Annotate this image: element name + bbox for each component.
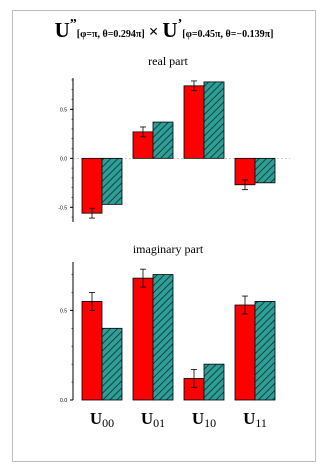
real-bar-U11-theory	[255, 158, 275, 182]
x-label-main: U	[243, 409, 255, 428]
x-label-subscript: 01	[153, 416, 165, 430]
real-bar-U00-theory	[102, 158, 122, 204]
imag-bar-U01-experiment	[133, 278, 153, 400]
x-label-subscript: 11	[255, 416, 267, 430]
imag-bar-U00-experiment	[82, 301, 102, 400]
x-label-main: U	[192, 409, 204, 428]
imag-bar-U01-theory	[153, 275, 173, 400]
imag-bar-U10-theory	[204, 364, 224, 400]
x-axis-labels: U00 U01 U10 U11	[90, 409, 267, 430]
x-label-main: U	[141, 409, 153, 428]
real-y-tick-label: 0.5	[60, 107, 67, 113]
x-label-main: U	[90, 409, 102, 428]
imag-bar-U00-theory	[102, 328, 122, 400]
imag-y-tick-label: 0.0	[60, 398, 67, 404]
real-part-title: real part	[148, 54, 188, 68]
imaginary-part-plot: 0.0 0.5	[60, 262, 275, 404]
imaginary-part-title: imaginary part	[133, 242, 204, 256]
real-bar-U00-experiment	[82, 158, 102, 213]
real-y-tick-label: -0.5	[58, 205, 67, 211]
x-label-U01: U01	[141, 409, 165, 430]
real-part-plot: -0.5 0.0 0.5	[58, 78, 290, 222]
x-label-U00: U00	[90, 409, 114, 430]
x-label-subscript: 10	[204, 416, 216, 430]
x-label-U10: U10	[192, 409, 216, 430]
x-label-subscript: 00	[102, 416, 114, 430]
real-bar-U10-experiment	[184, 86, 204, 158]
x-label-U11: U11	[243, 409, 267, 430]
real-bar-U10-theory	[204, 82, 224, 158]
imag-y-tick-label: 0.5	[60, 308, 67, 314]
imag-bar-U11-theory	[255, 301, 275, 400]
imag-bar-U11-experiment	[235, 305, 255, 400]
real-y-tick-label: 0.0	[60, 156, 67, 162]
real-bar-U01-theory	[153, 122, 173, 158]
